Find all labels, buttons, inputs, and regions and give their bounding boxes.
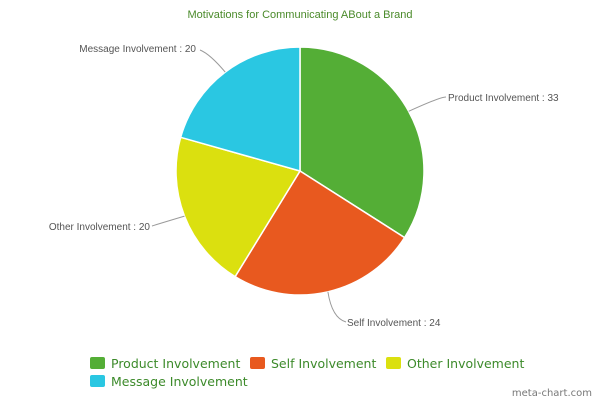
legend-swatch-product-involvement	[90, 357, 105, 369]
chart-title: Motivations for Communicating ABout a Br…	[187, 9, 412, 21]
legend-label-product-involvement: Product Involvement	[111, 356, 240, 371]
legend: Product Involvement Self Involvement Other…	[90, 356, 524, 389]
legend-swatch-other-involvement	[386, 357, 401, 369]
pie-slices	[175, 46, 425, 296]
legend-label-other-involvement: Other Involvement	[407, 356, 524, 371]
slice-label-self-involvement: Self Involvement : 24	[347, 318, 441, 329]
legend-item-product-involvement[interactable]: Product Involvement	[90, 356, 240, 371]
leader-line-other-involvement	[151, 215, 185, 227]
legend-swatch-self-involvement	[250, 357, 265, 369]
legend-item-message-involvement[interactable]: Message Involvement	[90, 374, 248, 389]
legend-label-message-involvement: Message Involvement	[111, 374, 248, 389]
leader-lines	[151, 49, 447, 323]
legend-swatch-message-involvement	[90, 375, 105, 387]
slice-label-product-involvement: Product Involvement : 33	[448, 93, 559, 104]
legend-item-self-involvement[interactable]: Self Involvement	[250, 356, 376, 371]
legend-item-other-involvement[interactable]: Other Involvement	[386, 356, 524, 371]
leader-line-product-involvement	[408, 96, 447, 112]
pie-slice-self-involvement	[234, 169, 406, 296]
slice-labels: Product Involvement : 33 Self Involvement…	[49, 44, 559, 329]
watermark: meta-chart.com	[512, 388, 592, 399]
slice-label-other-involvement: Other Involvement : 20	[49, 222, 151, 233]
leader-line-self-involvement	[327, 291, 347, 323]
slice-label-message-involvement: Message Involvement : 20	[79, 44, 196, 55]
legend-label-self-involvement: Self Involvement	[271, 356, 376, 371]
leader-line-message-involvement	[199, 49, 226, 73]
